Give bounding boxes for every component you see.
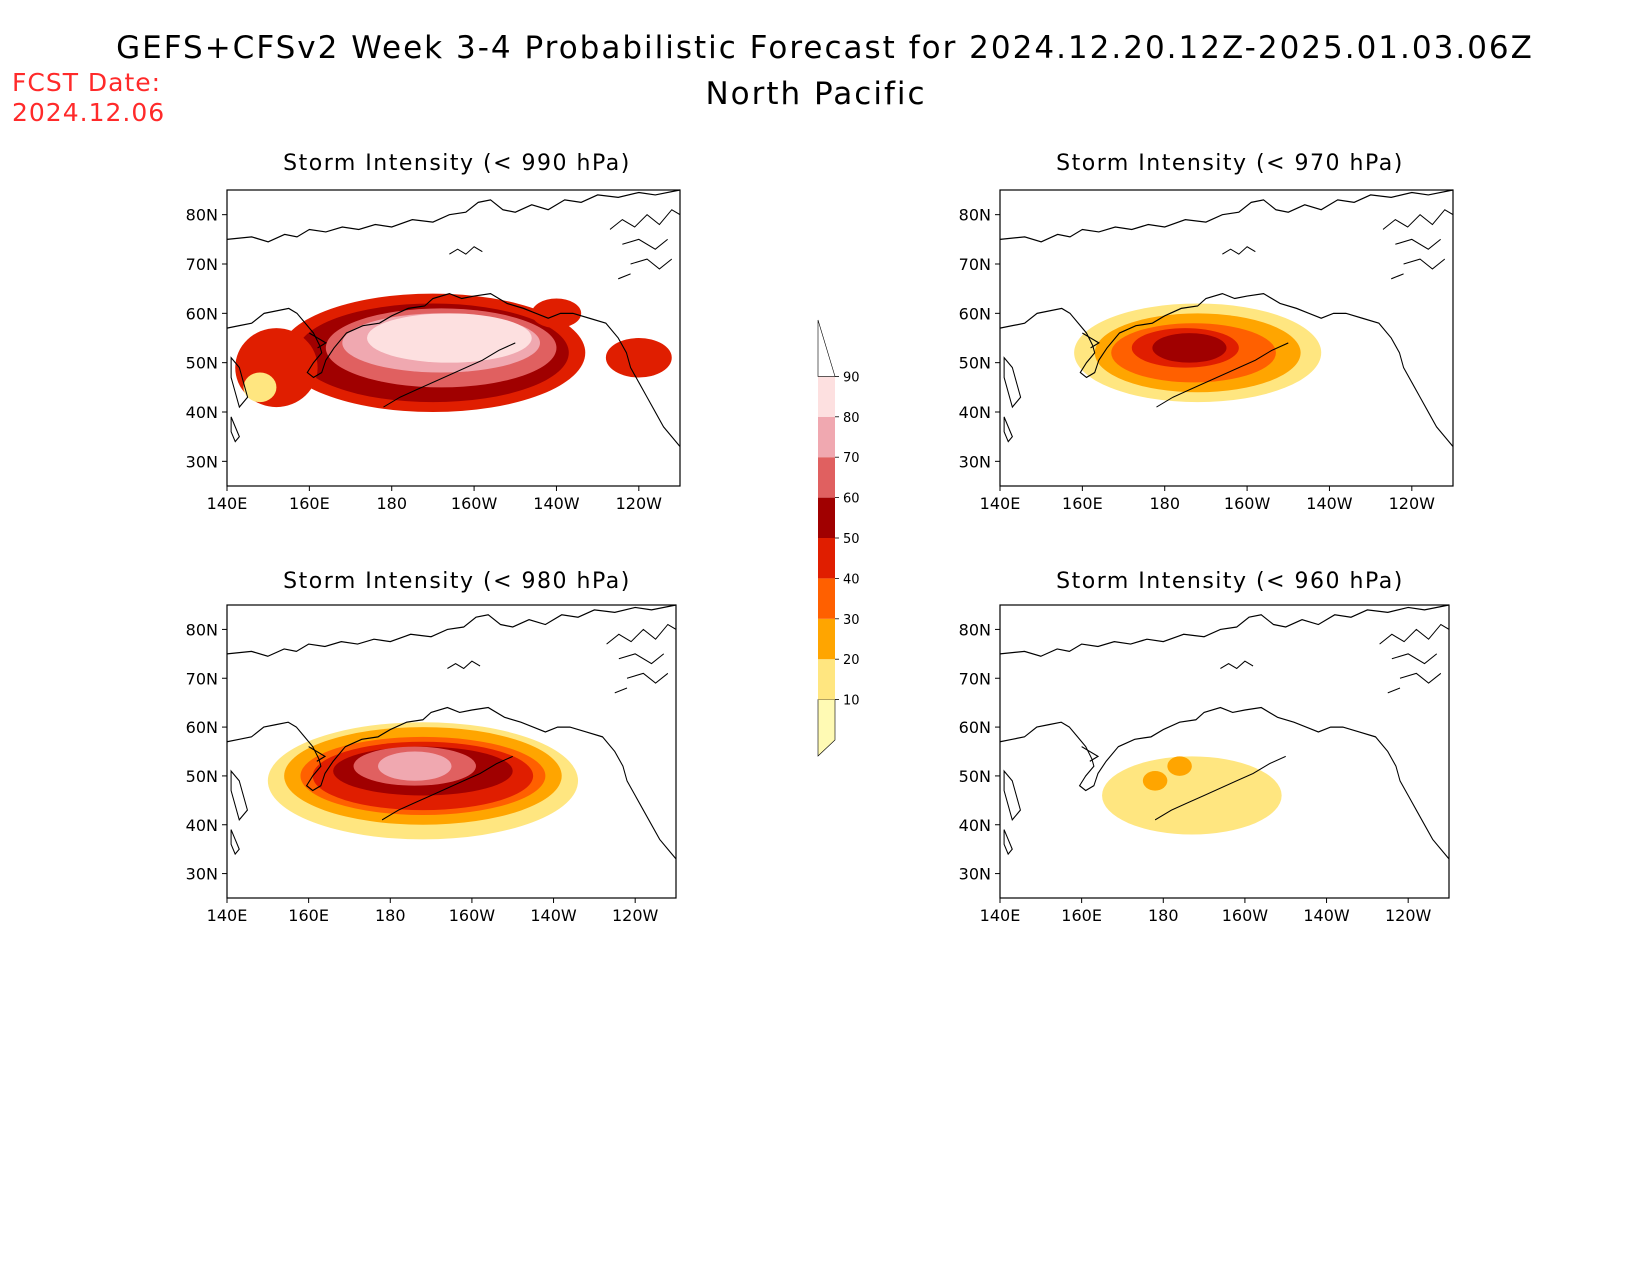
colorbar-segment [817,699,836,757]
lon-tick-label: 160E [289,494,330,513]
map-panel-980: 140E 160E 180 160W 140W 120W 80N 70N 60N 50N 40N 30… [186,604,677,925]
lon-tick-label: 140W [530,906,577,925]
lon-tick-label: 180 [1149,494,1180,513]
map-panel-960: 140E 160E 180 160W 140W 120W 80N 70N 60N 50N 40N 30… [959,604,1450,925]
lon-tick-label: 120W [1389,494,1436,513]
panels-layer: 140E 160E 180 160W 140W 120W 80N 70N 60N 50N 40N 30… [186,189,1454,925]
lon-tick-label: 140E [980,906,1021,925]
lon-tick-label: 160E [1062,494,1103,513]
lat-tick-label: 80N [959,620,991,639]
colorbar-label: 70 [843,451,860,466]
lat-tick-label: 60N [186,304,218,323]
lon-tick-label: 140E [207,906,248,925]
forecast-date: FCST Date: 2024.12.06 [12,68,165,128]
lon-tick-label: 180 [376,494,407,513]
probability-region [605,338,672,378]
forecast-date-label: FCST Date: [12,68,162,97]
probability-region [1102,756,1282,835]
map-frame [999,604,1450,899]
lat-tick-label: 30N [959,452,991,471]
lat-tick-label: 70N [186,255,218,274]
lon-tick-label: 140E [980,494,1021,513]
lon-tick-label: 160W [449,906,496,925]
lon-tick-label: 160W [451,494,498,513]
lat-tick-label: 60N [959,718,991,737]
lon-tick-label: 120W [612,906,659,925]
colorbar: 10 20 30 40 50 60 70 80 90 [817,319,860,757]
lat-tick-label: 40N [959,403,991,422]
lon-tick-label: 140E [207,494,248,513]
lat-tick-label: 70N [959,669,991,688]
lon-tick-label: 160E [1061,906,1102,925]
panel-title-990: Storm Intensity (< 990 hPa) [283,151,631,176]
map-frame [226,604,677,899]
main-title: GEFS+CFSv2 Week 3-4 Probabilistic Foreca… [116,30,1534,66]
lat-tick-label: 30N [186,865,218,884]
colorbar-segment [817,319,836,377]
colorbar-label: 40 [843,572,860,587]
colorbar-label: 90 [843,370,860,385]
lat-tick-label: 80N [186,206,218,225]
lat-tick-label: 50N [186,767,218,786]
panel-title-980: Storm Intensity (< 980 hPa) [283,569,631,594]
lat-tick-label: 40N [959,816,991,835]
colorbar-segment [818,457,835,498]
lat-tick-label: 50N [186,354,218,373]
lon-tick-label: 140W [533,494,580,513]
map-frame [226,189,681,487]
probability-region [1167,756,1192,776]
lon-tick-label: 120W [616,494,663,513]
lat-tick-label: 40N [186,403,218,422]
panel-title-970: Storm Intensity (< 970 hPa) [1056,151,1404,176]
colorbar-segment [818,376,835,417]
colorbar-segment [818,618,835,660]
forecast-date-value: 2024.12.06 [12,98,166,127]
lat-tick-label: 40N [186,816,218,835]
colorbar-label: 30 [843,613,860,628]
lat-tick-label: 70N [959,255,991,274]
lon-tick-label: 180 [1148,906,1179,925]
lon-tick-label: 160W [1222,906,1269,925]
lat-tick-label: 80N [186,620,218,639]
colorbar-label: 80 [843,411,860,426]
lat-tick-label: 30N [186,452,218,471]
region-subtitle: North Pacific [705,76,927,112]
lon-tick-label: 160W [1224,494,1271,513]
lon-tick-label: 140W [1303,906,1350,925]
probability-region [367,313,532,363]
colorbar-label: 50 [843,532,860,547]
colorbar-segment [818,497,835,538]
map-panel-970: 140E 160E 180 160W 140W 120W 80N 70N 60N 50N 40N 30… [959,189,1454,513]
lat-tick-label: 60N [959,304,991,323]
lat-tick-label: 30N [959,865,991,884]
colorbar-label: 20 [843,653,860,668]
lat-tick-label: 50N [959,767,991,786]
colorbar-segment [818,659,835,700]
probability-region [378,751,452,781]
probability-region [1142,771,1168,791]
lon-tick-label: 160E [288,906,329,925]
colorbar-segment [818,538,835,579]
lon-tick-label: 140W [1306,494,1353,513]
colorbar-label: 60 [843,492,860,507]
probability-region [243,372,277,403]
panel-title-960: Storm Intensity (< 960 hPa) [1056,569,1404,594]
lon-tick-label: 120W [1385,906,1432,925]
probability-region [1152,333,1227,363]
colorbar-segment [818,416,835,458]
lat-tick-label: 60N [186,718,218,737]
colorbar-segment [818,578,835,619]
colorbar-label: 10 [843,694,860,709]
lat-tick-label: 50N [959,354,991,373]
map-frame [999,189,1454,487]
lon-tick-label: 180 [375,906,406,925]
lat-tick-label: 70N [186,669,218,688]
map-panel-990: 140E 160E 180 160W 140W 120W 80N 70N 60N 50N 40N 30… [186,189,681,513]
probability-region [531,298,582,329]
lat-tick-label: 80N [959,206,991,225]
